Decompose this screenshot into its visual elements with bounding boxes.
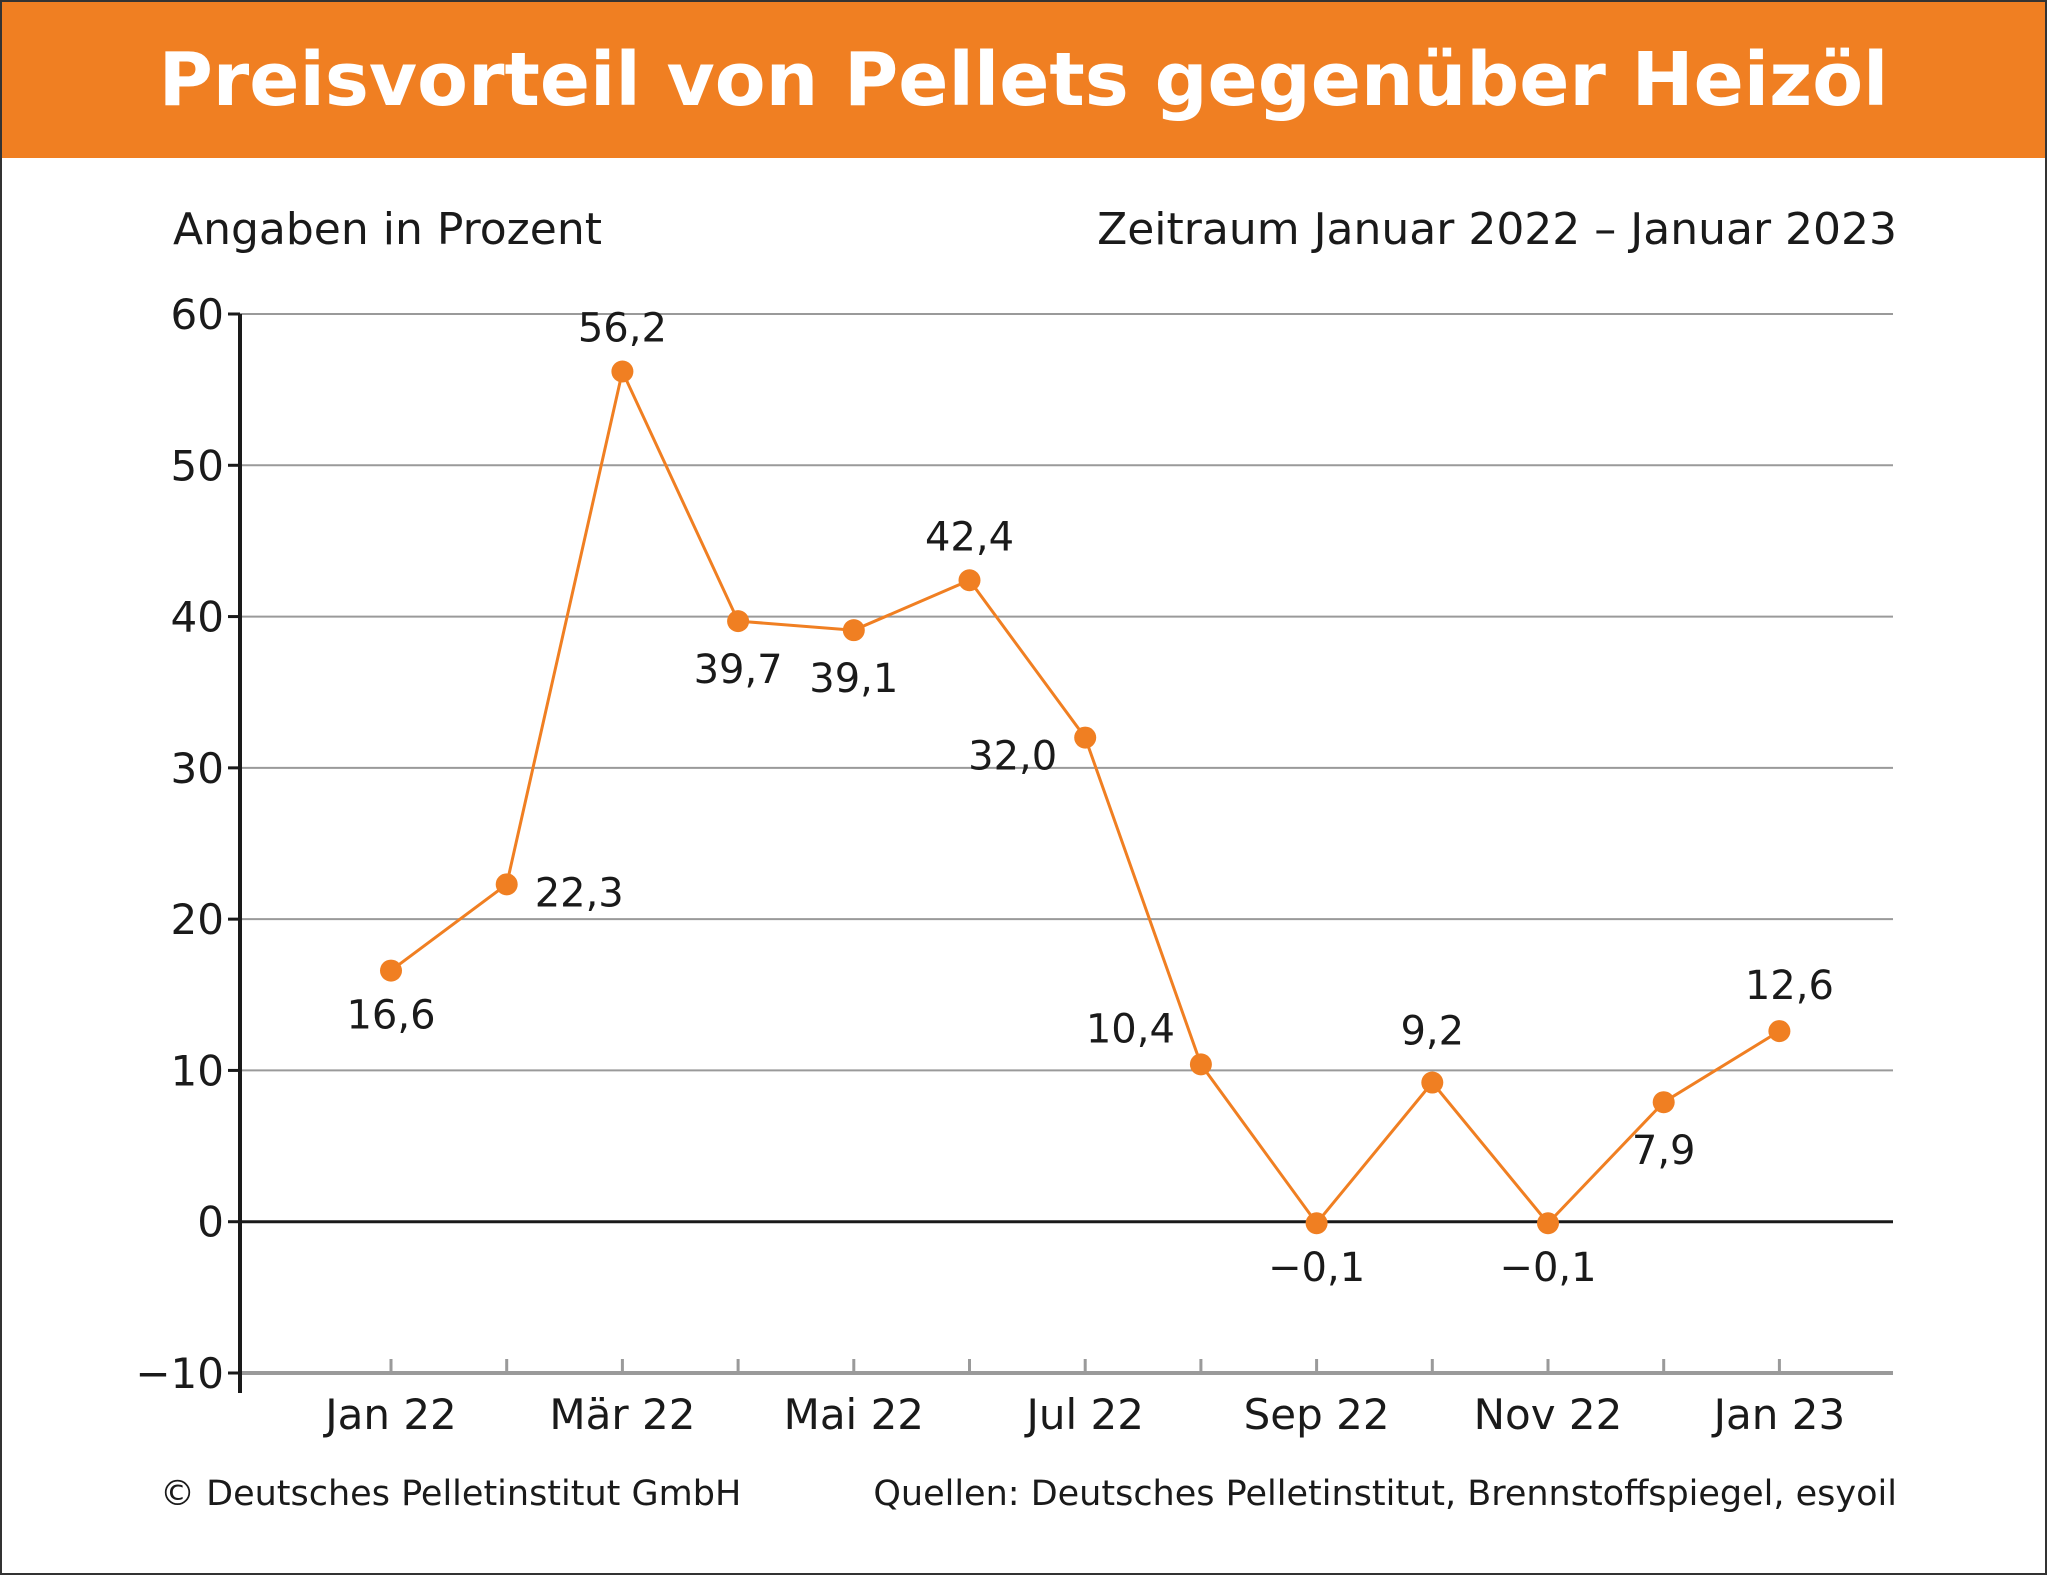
x-tick-label: Nov 22 <box>1474 1390 1623 1439</box>
data-label: 9,2 <box>1400 1009 1464 1055</box>
copyright-note: © Deutsches Pelletinstitut GmbH <box>160 1474 742 1514</box>
data-point <box>727 610 750 633</box>
x-tick-label: Sep 22 <box>1244 1390 1390 1439</box>
data-point <box>842 619 865 642</box>
data-label: 56,2 <box>578 305 667 351</box>
data-point <box>1421 1071 1444 1094</box>
data-point <box>1537 1212 1559 1235</box>
grid-lines <box>240 313 1893 1072</box>
data-label: 10,4 <box>1086 1006 1175 1052</box>
data-label: 12,6 <box>1745 963 1834 1009</box>
y-tick-label: 10 <box>171 1046 224 1095</box>
data-point <box>958 569 981 592</box>
y-tick-label: 0 <box>197 1198 224 1247</box>
data-label: 39,1 <box>809 656 898 702</box>
y-tick-label: 40 <box>171 593 224 642</box>
series-line <box>390 366 1781 1226</box>
data-point <box>1652 1091 1675 1114</box>
unit-label: Angaben in Prozent <box>173 204 602 255</box>
y-tick-label: 20 <box>171 895 224 944</box>
data-point <box>380 959 402 982</box>
x-tick-label: Mai 22 <box>784 1390 924 1439</box>
data-point <box>1768 1020 1791 1043</box>
data-label: 22,3 <box>535 870 624 916</box>
axes: −10 0 10 20 30 40 50 60 Jan 22 Mär 22 Mai 22 Jul 22… <box>135 290 1893 1439</box>
x-tick-label: Jan 23 <box>1711 1390 1846 1439</box>
y-tick-label: 50 <box>171 441 224 490</box>
data-label: −0,1 <box>1268 1245 1365 1291</box>
y-tick-label: 60 <box>171 290 224 339</box>
series <box>380 360 1791 1235</box>
data-label: 42,4 <box>925 514 1014 560</box>
data-label: −0,1 <box>1499 1245 1596 1291</box>
x-tick-label: Jan 22 <box>322 1390 457 1439</box>
data-point <box>1189 1053 1212 1076</box>
y-tick-label: −10 <box>135 1349 224 1398</box>
data-point <box>1305 1212 1328 1235</box>
data-labels: 16,6 22,3 56,2 39,7 39,1 42,4 32,0 10,4 −0,1 9,2 −… <box>346 305 1833 1291</box>
data-label: 7,9 <box>1632 1128 1696 1174</box>
data-label: 39,7 <box>694 647 783 693</box>
title-bar: Preisvorteil von Pellets gegenüber Heizö… <box>2 2 2045 158</box>
period-label: Zeitraum Januar 2022 – Januar 2023 <box>1097 204 1897 255</box>
sources-note: Quellen: Deutsches Pelletinstitut, Brenn… <box>873 1474 1897 1514</box>
x-tick-label: Mär 22 <box>549 1390 695 1439</box>
data-point <box>1074 726 1097 749</box>
data-label: 32,0 <box>968 734 1057 780</box>
data-label: 16,6 <box>346 993 435 1039</box>
data-point <box>495 873 518 896</box>
chart-title: Preisvorteil von Pellets gegenüber Heizö… <box>158 37 1889 123</box>
x-tick-label: Jul 22 <box>1023 1390 1143 1439</box>
data-point <box>611 360 634 383</box>
y-tick-label: 30 <box>171 744 224 793</box>
